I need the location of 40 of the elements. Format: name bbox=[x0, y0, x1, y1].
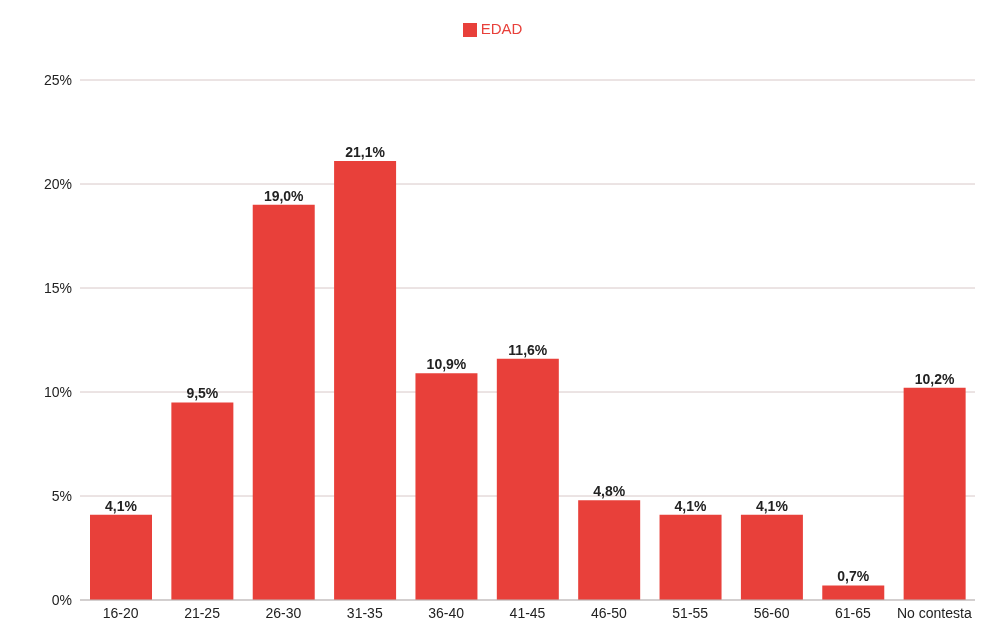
data-label: 19,0% bbox=[263, 187, 305, 204]
data-label: 0,7% bbox=[837, 568, 870, 585]
x-tick-label: 51-55 bbox=[672, 604, 709, 621]
x-tick-label: No contesta bbox=[896, 604, 972, 621]
data-label: 4,1% bbox=[755, 497, 789, 514]
y-tick-label: 10% bbox=[43, 383, 72, 400]
x-tick-label: 56-60 bbox=[753, 604, 790, 621]
x-tick-label: 31-35 bbox=[346, 604, 383, 621]
bar bbox=[659, 514, 722, 600]
bar bbox=[415, 373, 478, 600]
bar bbox=[822, 585, 885, 600]
y-tick-label: 5% bbox=[51, 487, 72, 504]
data-label: 10,9% bbox=[426, 356, 467, 373]
x-tick-label: 41-45 bbox=[509, 604, 546, 621]
data-label: 4,1% bbox=[674, 497, 708, 514]
bar bbox=[90, 514, 152, 600]
bar bbox=[740, 514, 803, 600]
y-tick-label: 25% bbox=[43, 71, 72, 88]
legend-label: EDAD bbox=[480, 20, 523, 37]
x-tick-label: 36-40 bbox=[428, 604, 465, 621]
y-tick-label: 0% bbox=[51, 591, 72, 608]
y-tick-label: 20% bbox=[43, 175, 72, 192]
bar bbox=[334, 161, 397, 600]
bar bbox=[578, 500, 641, 600]
data-label: 4,8% bbox=[593, 483, 626, 500]
data-label: 11,6% bbox=[508, 341, 548, 358]
x-tick-label: 61-65 bbox=[835, 604, 872, 621]
x-tick-label: 46-50 bbox=[590, 604, 627, 621]
y-tick-label: 15% bbox=[43, 279, 72, 296]
x-tick-label: 26-30 bbox=[265, 604, 302, 621]
data-label: 21,1% bbox=[345, 144, 386, 161]
data-label: 4,1% bbox=[105, 497, 138, 514]
x-tick-label: 16-20 bbox=[102, 604, 139, 621]
x-tick-label: 21-25 bbox=[184, 604, 221, 621]
bar bbox=[903, 387, 966, 600]
bar bbox=[252, 204, 315, 600]
bar bbox=[496, 358, 559, 600]
data-label: 10,2% bbox=[914, 370, 956, 387]
bar bbox=[171, 402, 234, 600]
data-label: 9,5% bbox=[186, 385, 219, 402]
